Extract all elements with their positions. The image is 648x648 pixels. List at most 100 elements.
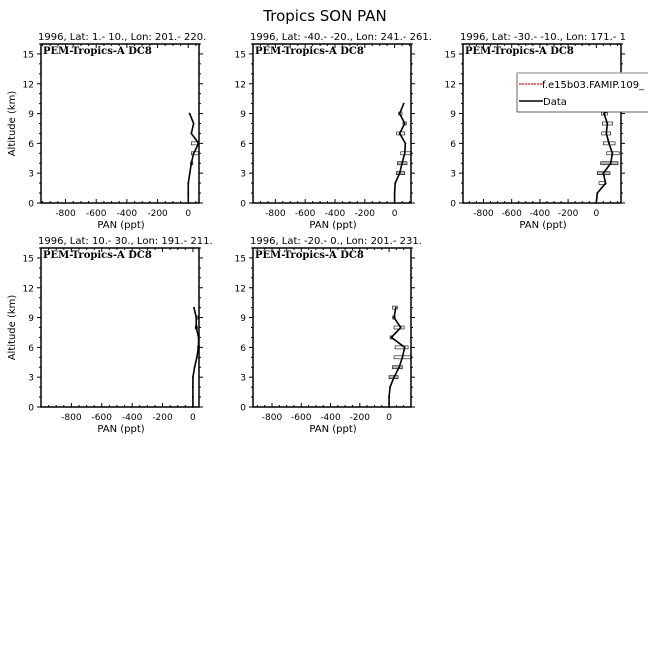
data-point <box>611 152 614 155</box>
x-axis-label: PAN (ppt) <box>97 220 144 231</box>
x-tick-label: 0 <box>190 413 196 423</box>
data-point <box>602 172 605 175</box>
x-tick-label: -400 <box>325 209 346 219</box>
error-box <box>191 141 198 146</box>
data-point <box>403 346 406 349</box>
x-tick-label: -200 <box>350 413 371 423</box>
data-point <box>403 152 406 155</box>
y-tick-label: 9 <box>28 314 34 324</box>
panel-title: 1996, Lat: -20.- 0., Lon: 201.- 231. <box>250 236 422 247</box>
data-point <box>404 142 407 145</box>
x-tick-label: -600 <box>295 209 316 219</box>
data-point <box>192 396 194 398</box>
y-tick-label: 9 <box>450 110 456 120</box>
plot-frame <box>40 43 200 204</box>
data-point <box>398 112 401 115</box>
y-tick-label: 3 <box>28 374 34 384</box>
data-point <box>401 162 403 165</box>
y-tick-label: 6 <box>240 140 246 150</box>
campaign-label: PEM-Tropics-A DC8 <box>255 250 364 261</box>
legend-box <box>516 72 648 113</box>
y-tick-label: 12 <box>23 284 34 294</box>
y-tick-label: 6 <box>28 140 34 150</box>
plot-frame <box>462 43 622 204</box>
data-point <box>192 152 195 155</box>
x-tick-label: -800 <box>55 209 76 219</box>
data-point <box>190 132 193 135</box>
x-tick-label: -400 <box>530 209 551 219</box>
data-point <box>192 122 195 125</box>
x-tick-label: -800 <box>473 209 494 219</box>
data-point <box>187 192 190 194</box>
data-point <box>188 112 191 115</box>
y-tick-label: 15 <box>23 254 34 264</box>
data-point <box>188 172 191 175</box>
y-tick-label: 9 <box>28 110 34 120</box>
data-point <box>398 366 401 369</box>
y-tick-label: 15 <box>235 254 246 264</box>
error-box <box>394 345 409 350</box>
data-point <box>192 386 194 389</box>
y-tick-label: 0 <box>450 200 456 210</box>
panel-2: 1996, Lat: -40.- -20., Lon: 241.- 261. 0 3… <box>235 32 432 231</box>
campaign-label: PEM-Tropics-A DC8 <box>255 46 364 57</box>
x-axis-label: PAN (ppt) <box>309 424 356 435</box>
x-axis-label: PAN (ppt) <box>97 424 144 435</box>
data-point <box>190 162 193 165</box>
x-axis-label: PAN (ppt) <box>309 220 356 231</box>
y-tick-label: 15 <box>235 50 246 60</box>
panel-title: 1996, Lat: -30.- -10., Lon: 171.- 1 <box>460 32 626 43</box>
error-box <box>392 365 403 370</box>
y-tick-label: 9 <box>240 314 246 324</box>
x-tick-label: 0 <box>392 209 398 219</box>
x-tick-label: -200 <box>147 209 168 219</box>
y-tick-label: 6 <box>450 140 456 150</box>
data-point <box>606 122 609 125</box>
y-tick-label: 12 <box>235 80 246 90</box>
campaign-label: PEM-Tropics-A DC8 <box>43 46 152 57</box>
data-point <box>393 192 396 194</box>
x-tick-label: -400 <box>117 209 138 219</box>
y-axis-label: Altitude (km) <box>7 295 18 361</box>
panel-title: 1996, Lat: 10.- 30., Lon: 191.- 211. <box>38 236 213 247</box>
y-tick-label: 6 <box>240 344 246 354</box>
error-box <box>191 151 200 156</box>
data-point <box>187 182 190 185</box>
y-tick-label: 0 <box>28 200 34 210</box>
x-tick-label: -600 <box>86 209 107 219</box>
data-point <box>605 132 608 135</box>
plot-frame <box>252 43 412 204</box>
y-tick-label: 3 <box>240 374 246 384</box>
x-tick-label: -600 <box>291 413 312 423</box>
x-tick-label: 0 <box>593 209 599 219</box>
x-tick-label: 0 <box>185 209 191 219</box>
data-point <box>401 356 404 359</box>
x-tick-label: -200 <box>152 413 173 423</box>
y-tick-label: 12 <box>445 80 456 90</box>
data-point <box>394 306 397 309</box>
y-tick-label: 9 <box>240 110 246 120</box>
data-point <box>603 112 605 115</box>
data-point <box>195 356 198 359</box>
panel-1: 1996, Lat: 1.- 10., Lon: 201.- 220. 0 3 6 9 1… <box>7 32 206 231</box>
plot-frame <box>40 247 200 408</box>
x-tick-label: -800 <box>265 209 286 219</box>
y-tick-label: 12 <box>23 80 34 90</box>
legend-data-label: Data <box>543 97 567 108</box>
y-tick-label: 12 <box>235 284 246 294</box>
data-point <box>596 192 599 194</box>
data-point <box>398 132 401 135</box>
figure-title: Tropics SON PAN <box>262 7 386 25</box>
data-point <box>398 172 401 175</box>
x-tick-label: -600 <box>92 413 113 423</box>
data-point <box>195 316 198 319</box>
data-point <box>399 326 402 329</box>
panel-3: 1996, Lat: -30.- -10., Lon: 171.- 1 0 3 6 9 1… <box>445 32 626 231</box>
plot-frame <box>252 247 412 408</box>
x-tick-label: -600 <box>501 209 522 219</box>
data-point <box>388 396 390 398</box>
campaign-label: PEM-Tropics-A DC8 <box>465 46 574 57</box>
data-point <box>193 366 196 369</box>
y-tick-label: 0 <box>240 404 246 414</box>
